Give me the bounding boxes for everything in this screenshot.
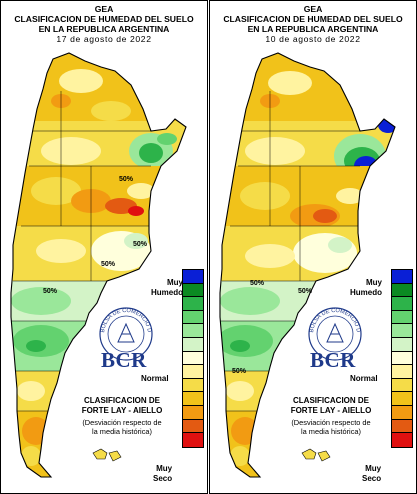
legend-color-scale: [182, 269, 204, 448]
legend-swatch: [183, 405, 203, 420]
classification-title: CLASIFICACION DE FORTE LAY - AIELLO: [290, 396, 372, 415]
legend-bottom-label: Muy Seco: [362, 464, 382, 483]
legend-swatch: [183, 283, 203, 298]
legend-swatch: [183, 433, 203, 447]
legend-swatch: [392, 270, 412, 284]
legend-swatch: [392, 324, 412, 338]
title-line-2: EN LA REPUBLICA ARGENTINA: [38, 24, 170, 34]
deviation-note: (Desviación respecto de la media históri…: [82, 418, 162, 436]
legend-swatch: [392, 392, 412, 406]
legend-swatch: [183, 378, 203, 393]
province-borders: [220, 91, 360, 412]
legend-swatch: [392, 297, 412, 311]
contour-label-1: 50%: [119, 176, 134, 183]
legend-swatch: [183, 310, 203, 325]
legend-mid-label: Normal: [141, 374, 169, 383]
map-date: 17 de agosto de 2022: [56, 34, 152, 44]
legend-swatch: [183, 297, 203, 311]
bcr-logo-text: BCR: [101, 348, 147, 372]
contour-label-4: 50%: [43, 288, 58, 295]
org-label: GEA: [303, 4, 323, 14]
legend-swatch: [183, 419, 203, 434]
contour-label-2: 50%: [133, 241, 148, 248]
legend-swatch: [392, 365, 412, 379]
legend-swatch: [183, 324, 203, 338]
title-line-1: CLASIFICACION DE HUMEDAD DEL SUELO: [223, 14, 403, 24]
map-panel-aug10: 50% 50% 50% GEA CLASIFICACION DE HUMEDAD…: [209, 0, 417, 494]
map-title: GEA CLASIFICACION DE HUMEDAD DEL SUELO E…: [1, 4, 207, 44]
contour-label-1: 50%: [250, 280, 265, 287]
legend-swatch: [392, 378, 412, 393]
title-line-2: EN LA REPUBLICA ARGENTINA: [247, 24, 379, 34]
soil-moisture-map-aug10: 50% 50% 50%: [219, 52, 396, 478]
legend-swatch: [183, 392, 203, 406]
contour-label-3: 50%: [101, 261, 116, 268]
legend-swatch: [183, 365, 203, 379]
legend-mid-label: Normal: [350, 374, 378, 383]
map-title: GEA CLASIFICACION DE HUMEDAD DEL SUELO E…: [210, 4, 416, 44]
org-label: GEA: [94, 4, 114, 14]
legend-bottom-label: Muy Seco: [153, 464, 173, 483]
legend-swatch: [392, 283, 412, 298]
legend-color-scale: [391, 269, 413, 448]
malvinas-islands: [301, 448, 331, 462]
deviation-note: (Desviación respecto de la media históri…: [291, 418, 371, 436]
map-panel-aug17: 50% 50% 50% 50% GEA CLASIFICACION DE HUM…: [0, 0, 208, 494]
legend-swatch: [183, 351, 203, 366]
legend-top-label: Muy Humedo: [151, 278, 183, 297]
malvinas-islands: [92, 448, 122, 462]
legend-swatch: [392, 433, 412, 447]
legend-swatch: [392, 419, 412, 434]
classification-title: CLASIFICACION DE FORTE LAY - AIELLO: [81, 396, 163, 415]
title-line-1: CLASIFICACION DE HUMEDAD DEL SUELO: [14, 14, 194, 24]
moisture-zones-aug10: [220, 53, 395, 477]
map-date: 10 de agosto de 2022: [265, 34, 361, 44]
country-outline: [219, 52, 396, 478]
legend-swatch: [392, 337, 412, 352]
contour-label-3: 50%: [232, 368, 247, 375]
contour-label-2: 50%: [298, 288, 313, 295]
bcr-logo-text: BCR: [310, 348, 356, 372]
bcr-seal: BOLSA DE COMERCIO DE ROSARIO: [307, 306, 362, 361]
soil-moisture-map-aug17: 50% 50% 50% 50%: [10, 52, 187, 478]
legend-top-label: Muy Humedo: [350, 278, 382, 297]
legend-swatch: [183, 270, 203, 284]
legend-swatch: [183, 337, 203, 352]
legend-swatch: [392, 405, 412, 420]
bcr-seal: BOLSA DE COMERCIO DE ROSARIO: [98, 306, 153, 361]
country-outline: [10, 52, 187, 478]
legend-swatch: [392, 351, 412, 366]
legend-swatch: [392, 310, 412, 325]
